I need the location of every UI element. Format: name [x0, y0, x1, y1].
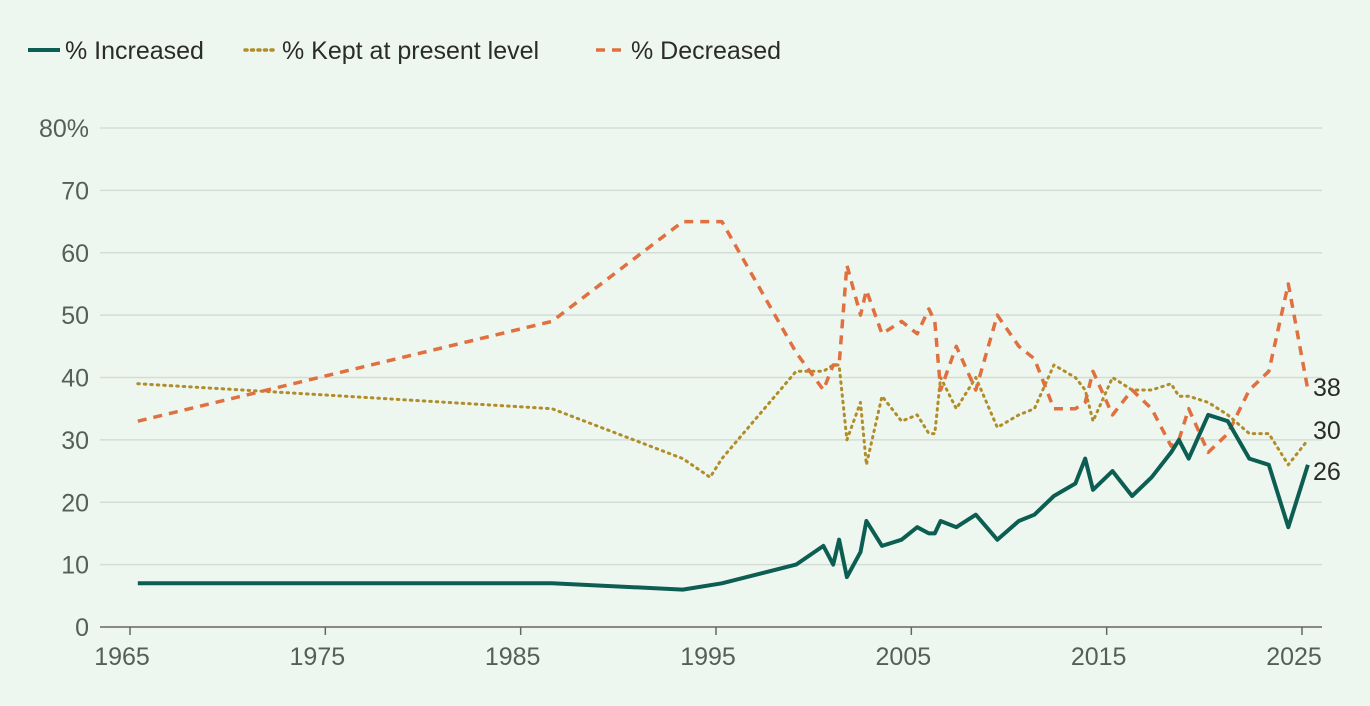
x-tick-label: 1975 — [290, 643, 346, 671]
y-tick-label: 0 — [75, 614, 89, 642]
y-tick-label: 60 — [61, 240, 89, 268]
legend: % Increased % Kept at present level % De… — [28, 37, 781, 65]
x-tick-label: 1965 — [94, 643, 150, 671]
x-tick-label: 1985 — [485, 643, 541, 671]
legend-label-decreased: % Decreased — [631, 37, 781, 65]
x-axis: 1965 1975 1985 1995 2005 2015 2025 — [94, 626, 1322, 671]
y-tick-label: 80% — [39, 115, 89, 143]
end-label-kept: 30 — [1313, 417, 1341, 445]
y-tick-label: 10 — [61, 552, 89, 580]
y-axis: 0 10 20 30 40 50 60 70 80% — [39, 115, 89, 642]
legend-label-increased: % Increased — [65, 37, 204, 65]
series-line-kept — [136, 363, 1310, 479]
y-tick-label: 40 — [61, 365, 89, 393]
legend-label-kept: % Kept at present level — [282, 37, 539, 65]
legend-item-increased: % Increased — [28, 37, 204, 65]
x-tick-label: 2015 — [1071, 643, 1127, 671]
end-label-increased: 26 — [1313, 458, 1341, 486]
legend-item-decreased: % Decreased — [596, 37, 781, 65]
series-line-decreased — [137, 219, 1310, 455]
end-labels: 26 30 38 — [1313, 374, 1341, 486]
x-tick-label: 2025 — [1266, 643, 1322, 671]
y-tick-label: 70 — [61, 177, 89, 205]
x-tick-label: 1995 — [680, 643, 736, 671]
x-tick-label: 2005 — [876, 643, 932, 671]
end-label-decreased: 38 — [1313, 374, 1341, 402]
gridlines — [100, 127, 1322, 566]
legend-item-kept: % Kept at present level — [243, 37, 539, 65]
series-line-increased — [137, 412, 1310, 592]
y-tick-label: 30 — [61, 427, 89, 455]
y-tick-label: 50 — [61, 302, 89, 330]
series-lines — [136, 219, 1310, 592]
y-tick-label: 20 — [61, 489, 89, 517]
